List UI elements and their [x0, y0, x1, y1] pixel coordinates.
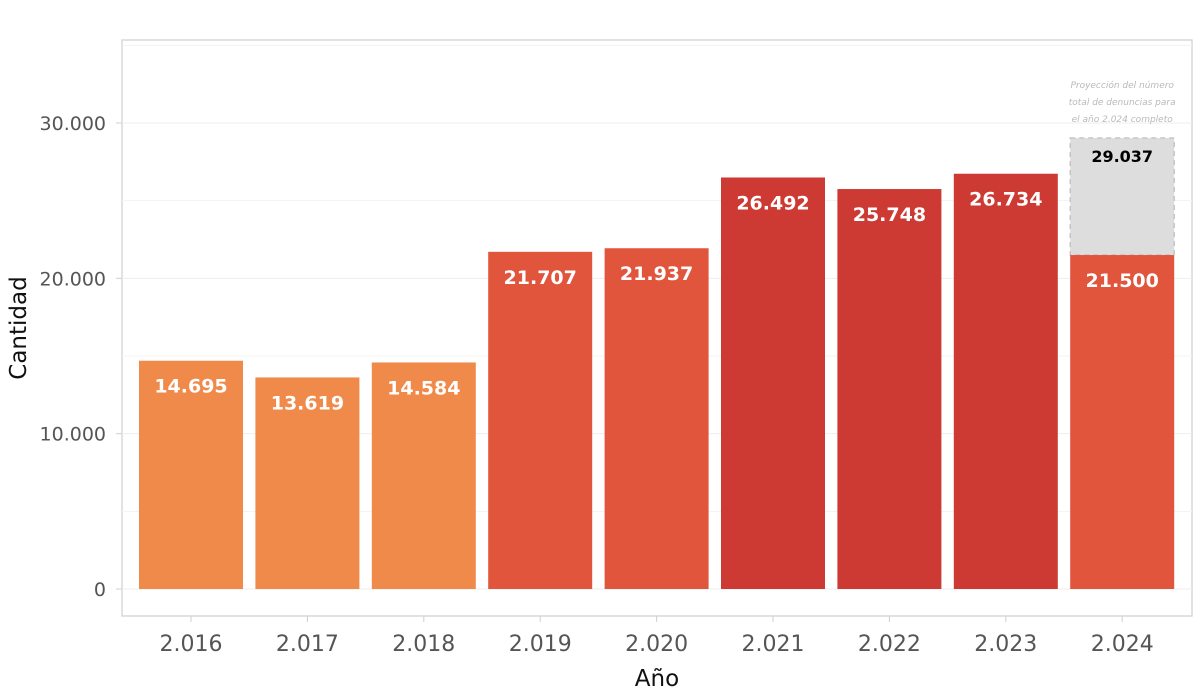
x-tick-label: 2.017 [276, 632, 339, 657]
projection-annotation-line: total de denuncias para [1069, 98, 1176, 108]
axes-layer: 0 10.000 20.000 30.000 2.016 2.017 2.018 2.019 2… [40, 113, 1154, 657]
projection-annotation-line: el año 2.024 completo [1072, 115, 1174, 125]
x-axis-title: Año [635, 666, 679, 692]
bars-layer [139, 137, 1175, 590]
bar-2020 [604, 248, 709, 589]
x-tick-label: 2.020 [625, 632, 688, 657]
projection-value-label: 29.037 [1091, 147, 1153, 166]
x-tick-label: 2.021 [742, 632, 805, 657]
bar-value-label: 21.707 [504, 267, 577, 289]
labels-layer: 14.695 13.619 14.584 21.707 21.937 26.492 25.7… [154, 80, 1175, 414]
x-tick-label: 2.022 [858, 632, 921, 657]
x-tick-label: 2.018 [392, 632, 455, 657]
y-tick-label: 10.000 [40, 424, 106, 446]
bar-value-label: 14.584 [387, 377, 460, 399]
y-tick-label: 20.000 [40, 268, 106, 290]
bar-2018 [371, 362, 476, 589]
projection-bar [1069, 137, 1175, 256]
bar-value-label: 13.619 [271, 392, 344, 414]
projection-annotation-line: Proyección del número [1070, 80, 1174, 91]
bar-2017 [255, 377, 360, 589]
bar-value-label: 25.748 [853, 204, 926, 226]
x-tick-label: 2.019 [509, 632, 572, 657]
y-tick-label: 0 [94, 579, 106, 601]
bar-value-label: 21.937 [620, 263, 693, 285]
x-tick-label: 2.023 [974, 632, 1037, 657]
bar-value-label: 26.492 [736, 192, 809, 214]
bar-value-label: 26.734 [969, 189, 1042, 211]
bar-2016 [139, 360, 243, 589]
bar-2024 [1070, 255, 1175, 590]
bar-2019 [488, 251, 593, 589]
x-tick-label: 2.024 [1091, 632, 1154, 657]
bar-value-label: 21.500 [1086, 270, 1159, 292]
bar-2021 [721, 177, 825, 589]
bar-2023 [953, 173, 1058, 589]
bar-value-label: 14.695 [154, 376, 227, 398]
x-tick-label: 2.016 [160, 632, 223, 657]
y-axis-title: Cantidad [6, 276, 32, 379]
y-tick-label: 30.000 [40, 113, 106, 135]
bar-2022 [837, 189, 942, 589]
